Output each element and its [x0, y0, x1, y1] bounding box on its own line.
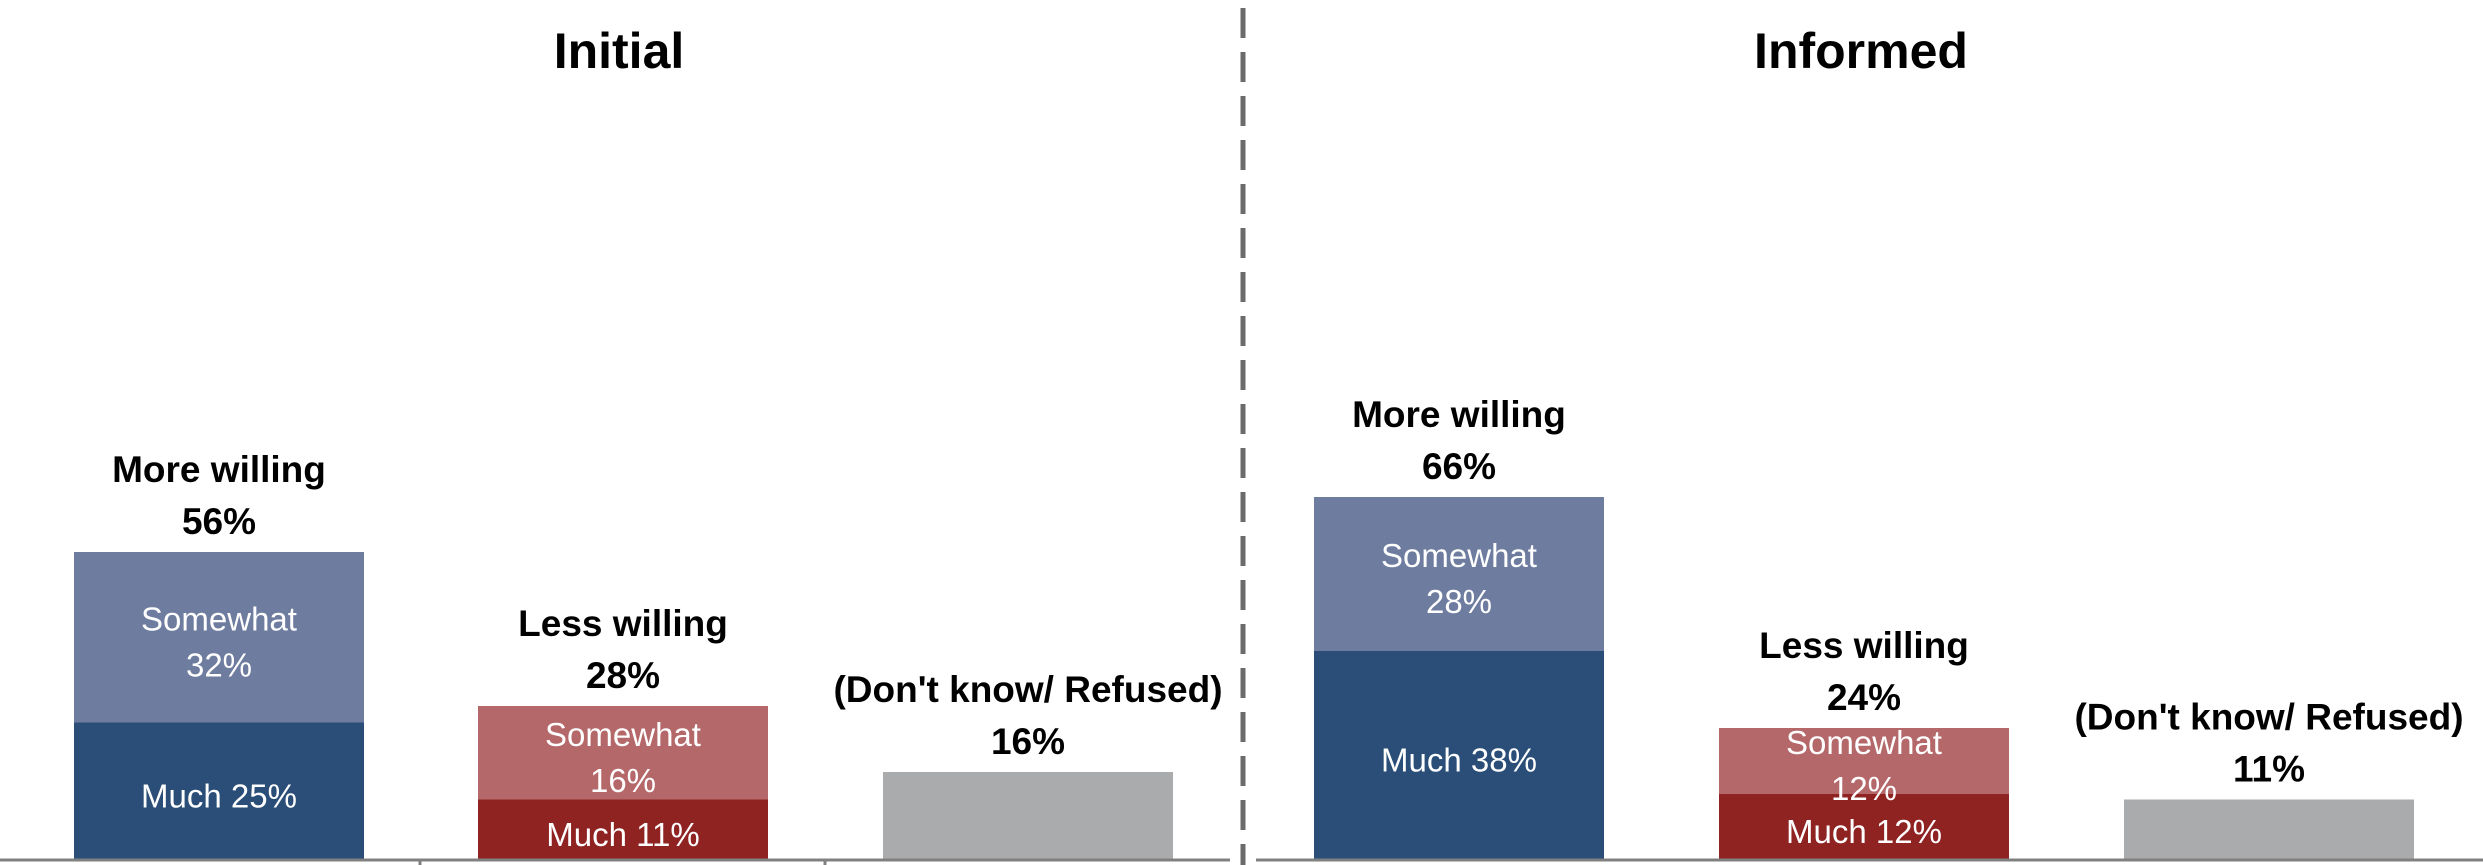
- category-label-dont-know-1: (Don't know/ Refused): [2074, 697, 2463, 738]
- segment-label-more-willing-much-1: Much 38%: [1381, 742, 1537, 779]
- bar-less-willing-somewhat-1: [1719, 728, 2009, 794]
- bar-less-willing-much-1: [1719, 794, 2009, 860]
- segment-label-less-willing-somewhat-0-line: Somewhat: [545, 716, 701, 753]
- total-label-more-willing-1-line: 66%: [1422, 446, 1496, 487]
- segment-label-less-willing-much-1: Much 12%: [1786, 813, 1942, 850]
- bar-less-willing-somewhat-0: [478, 706, 768, 800]
- bar-less-willing-much-0: [478, 799, 768, 860]
- category-label-dont-know-0: (Don't know/ Refused): [833, 669, 1222, 710]
- segment-label-less-willing-somewhat-1-line: Somewhat: [1786, 724, 1942, 761]
- panel-title-1: Informed: [1754, 23, 1968, 79]
- segment-label-more-willing-much-1-line: Much 38%: [1381, 742, 1537, 779]
- segment-label-more-willing-somewhat-1-line: Somewhat: [1381, 537, 1537, 574]
- segment-label-less-willing-much-0-line: Much 11%: [546, 816, 699, 853]
- segment-label-less-willing-somewhat-1: Somewhat 12%: [1786, 724, 1942, 807]
- category-label-more-willing-0-line: More willing: [112, 449, 326, 490]
- total-label-more-willing-1: 66%: [1422, 446, 1496, 487]
- category-label-less-willing-0-line: Less willing: [518, 603, 728, 644]
- total-label-more-willing-0-line: 56%: [182, 501, 256, 542]
- total-label-less-willing-1-line: 24%: [1827, 677, 1901, 718]
- bar-dont-know-1: [2124, 799, 2414, 860]
- segment-label-more-willing-much-0: Much 25%: [141, 777, 297, 814]
- category-label-less-willing-0: Less willing: [518, 603, 728, 644]
- segment-label-more-willing-somewhat-1: Somewhat 28%: [1381, 537, 1537, 620]
- category-label-less-willing-1: Less willing: [1759, 625, 1969, 666]
- total-label-dont-know-1-line: 11%: [2233, 749, 2305, 790]
- bar-dont-know-0: [883, 772, 1173, 860]
- category-label-dont-know-1-line: (Don't know/ Refused): [2074, 697, 2463, 738]
- bar-more-willing-much-0: [74, 722, 364, 860]
- segment-label-more-willing-somewhat-1-line: 28%: [1426, 583, 1492, 620]
- segment-label-more-willing-somewhat-0-line: Somewhat: [141, 600, 297, 637]
- category-label-dont-know-0-line: (Don't know/ Refused): [833, 669, 1222, 710]
- total-label-more-willing-0: 56%: [182, 501, 256, 542]
- segment-label-less-willing-much-1-line: Much 12%: [1786, 813, 1942, 850]
- total-label-dont-know-0: 16%: [991, 721, 1065, 762]
- segment-label-less-willing-somewhat-1-line: 12%: [1831, 770, 1897, 807]
- category-label-more-willing-0: More willing: [112, 449, 326, 490]
- total-label-less-willing-0-line: 28%: [586, 655, 660, 696]
- segment-label-less-willing-much-0: Much 11%: [546, 816, 699, 853]
- total-label-dont-know-1: 11%: [2233, 749, 2305, 790]
- total-label-less-willing-1: 24%: [1827, 677, 1901, 718]
- bar-more-willing-somewhat-0: [74, 552, 364, 723]
- category-label-more-willing-1-line: More willing: [1352, 394, 1566, 435]
- category-label-more-willing-1: More willing: [1352, 394, 1566, 435]
- total-label-dont-know-0-line: 16%: [991, 721, 1065, 762]
- segment-label-more-willing-somewhat-0: Somewhat 32%: [141, 600, 297, 683]
- panel-title-0: Initial: [554, 23, 685, 79]
- segment-label-less-willing-somewhat-0-line: 16%: [590, 762, 656, 799]
- bar-more-willing-much-1: [1314, 651, 1604, 860]
- segment-label-more-willing-much-0-line: Much 25%: [141, 777, 297, 814]
- category-label-less-willing-1-line: Less willing: [1759, 625, 1969, 666]
- total-label-less-willing-0: 28%: [586, 655, 660, 696]
- bar-more-willing-somewhat-1: [1314, 497, 1604, 651]
- segment-label-more-willing-somewhat-0-line: 32%: [186, 646, 252, 683]
- segment-label-less-willing-somewhat-0: Somewhat 16%: [545, 716, 701, 799]
